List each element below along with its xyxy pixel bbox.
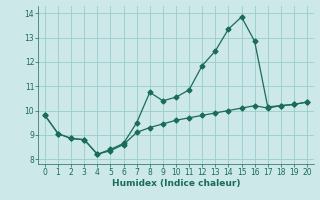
X-axis label: Humidex (Indice chaleur): Humidex (Indice chaleur) <box>112 179 240 188</box>
